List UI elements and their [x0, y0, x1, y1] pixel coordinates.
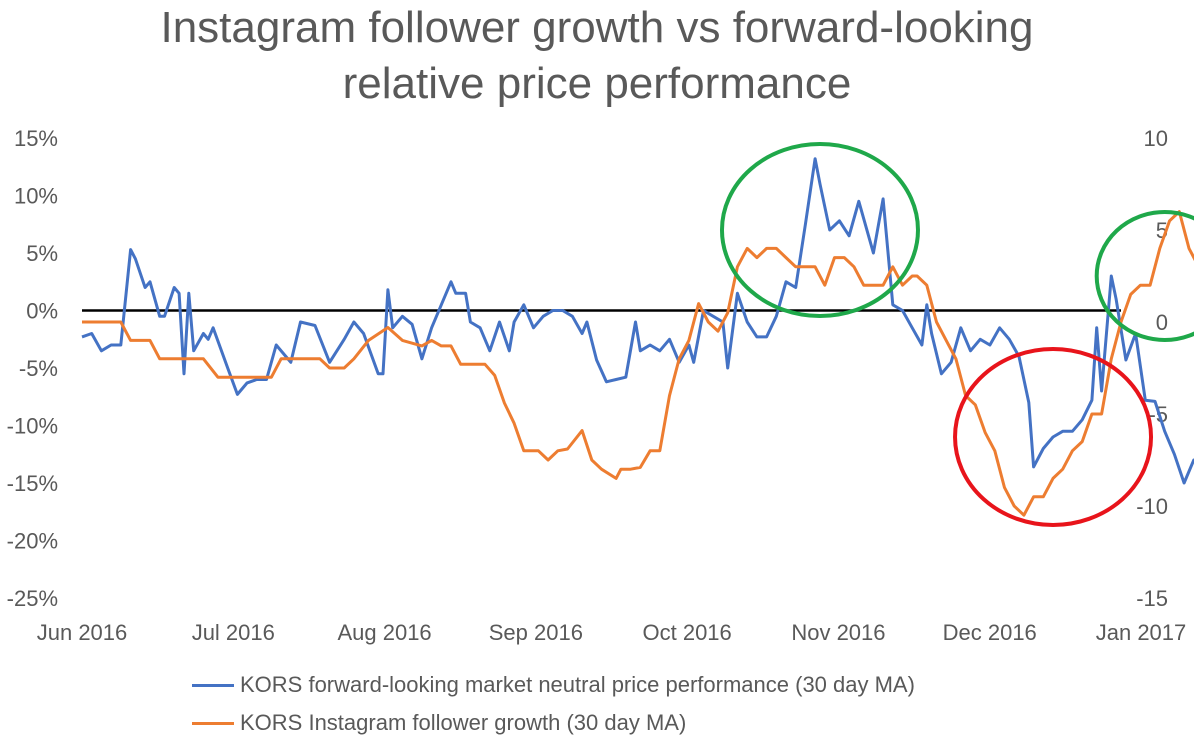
green-highlight-circle [719, 142, 920, 318]
y-left-tick-label: -15% [7, 471, 58, 496]
y-right-tick-label: -10 [1136, 494, 1168, 519]
y-left-tick-label: 5% [26, 241, 58, 266]
legend-label-price-performance: KORS forward-looking market neutral pric… [240, 672, 915, 697]
x-tick-label: Jun 2016 [37, 620, 128, 645]
x-tick-label: Dec 2016 [943, 620, 1037, 645]
legend-item-price-performance: KORS forward-looking market neutral pric… [192, 672, 915, 698]
y-left-tick-label: -5% [19, 356, 58, 381]
chart-title-line-1: Instagram follower growth vs forward-loo… [160, 3, 1034, 52]
red-highlight-circle [953, 347, 1154, 527]
x-tick-label: Nov 2016 [791, 620, 885, 645]
legend-item-follower-growth: KORS Instagram follower growth (30 day M… [192, 710, 686, 736]
y-right-tick-label: 10 [1144, 126, 1168, 151]
x-tick-label: Jul 2016 [192, 620, 275, 645]
y-left-tick-label: 0% [26, 299, 58, 324]
y-left-tick-label: -25% [7, 586, 58, 611]
green-highlight-circle [1094, 210, 1194, 342]
legend-label-follower-growth: KORS Instagram follower growth (30 day M… [240, 710, 687, 735]
legend-swatch-orange [192, 721, 234, 725]
y-left-tick-label: 15% [14, 126, 58, 151]
x-tick-label: Sep 2016 [489, 620, 583, 645]
series-line-price-performance [81, 157, 1194, 485]
y-right-tick-label: 0 [1156, 310, 1168, 335]
x-tick-label: Jan 2017 [1096, 620, 1187, 645]
legend-swatch-blue [192, 683, 234, 687]
series-line-follower-growth [82, 210, 1194, 517]
x-tick-label: Aug 2016 [337, 620, 431, 645]
y-left-tick-label: 10% [14, 184, 58, 209]
y-left-tick-label: -10% [7, 414, 58, 439]
y-left-tick-label: -20% [7, 529, 58, 554]
x-tick-label: Oct 2016 [643, 620, 732, 645]
chart-title-line-2: relative price performance [342, 59, 852, 108]
y-right-tick-label: -15 [1136, 586, 1168, 611]
